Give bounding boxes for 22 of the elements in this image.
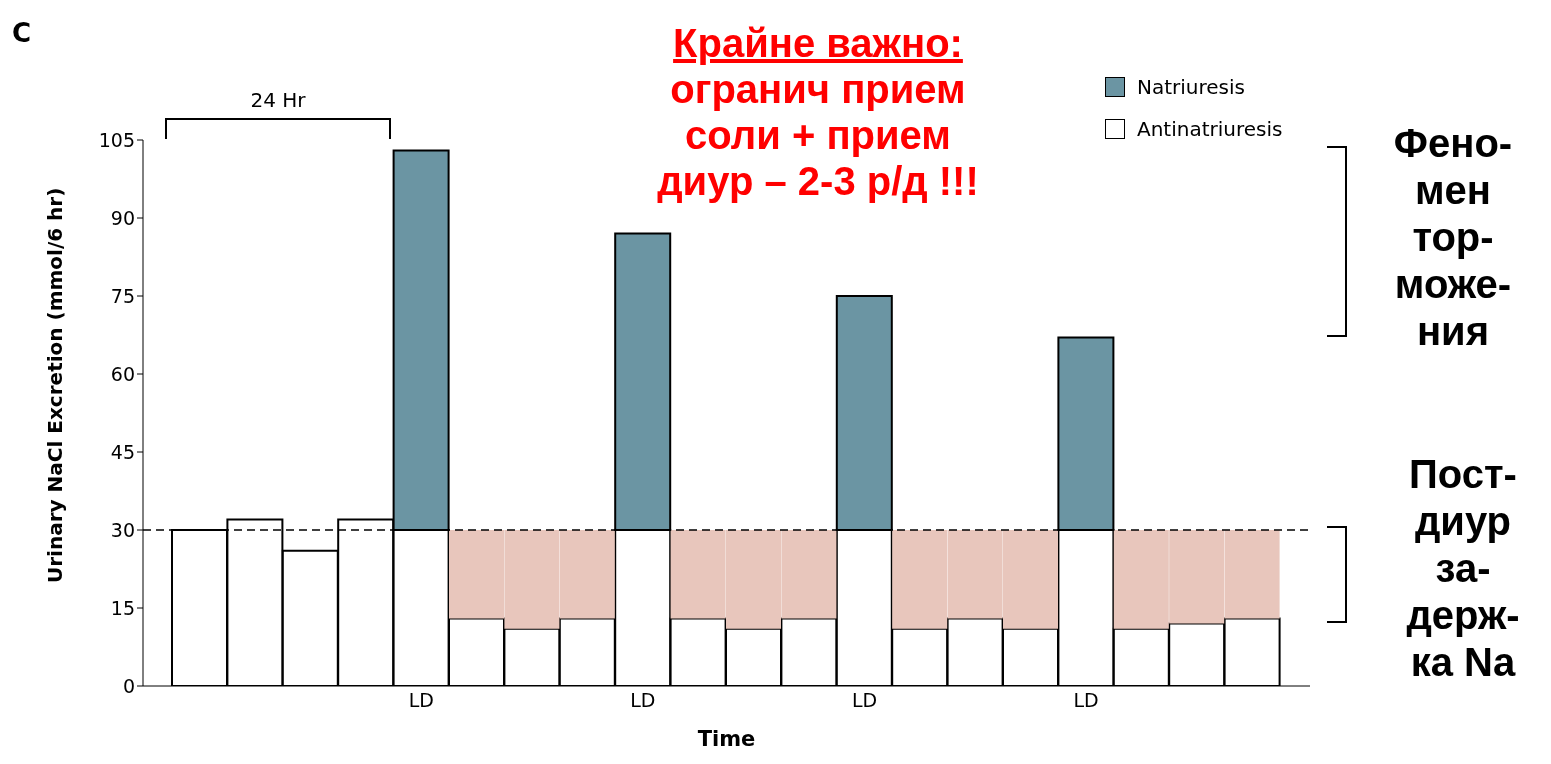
- y-tick-label: 15: [110, 596, 135, 619]
- text: Крайне важно:: [672, 20, 964, 66]
- text: Фено- мен тор- може- ния: [1392, 120, 1514, 355]
- legend-label: Natriuresis: [1137, 75, 1245, 99]
- text: 24 Hr: [249, 88, 307, 112]
- x-axis-title: Time: [697, 727, 756, 751]
- y-tick-label: 60: [110, 362, 135, 385]
- y-tick-label: 90: [110, 206, 135, 229]
- y-tick-label: 105: [98, 128, 135, 151]
- y-axis-title: Urinary NaCl Excretion (mmol/6 hr): [43, 187, 68, 583]
- text: Пост- диур за- держ- ка Na: [1405, 451, 1521, 686]
- y-tick-label: 45: [110, 440, 135, 463]
- text: C: [12, 18, 32, 48]
- y-tick-label: 30: [110, 518, 135, 541]
- annotation: огранич прием соли + прием диур – 2-3 р/д !!!: [656, 66, 980, 204]
- x-tick-label: LD: [630, 689, 656, 712]
- x-tick-label: LD: [1073, 689, 1099, 712]
- y-tick-label: 0: [122, 674, 135, 697]
- x-tick-label: LD: [408, 689, 434, 712]
- y-tick-label: 75: [110, 284, 135, 307]
- x-tick-label: LD: [851, 689, 878, 712]
- legend-label: Antinatriuresis: [1137, 117, 1283, 141]
